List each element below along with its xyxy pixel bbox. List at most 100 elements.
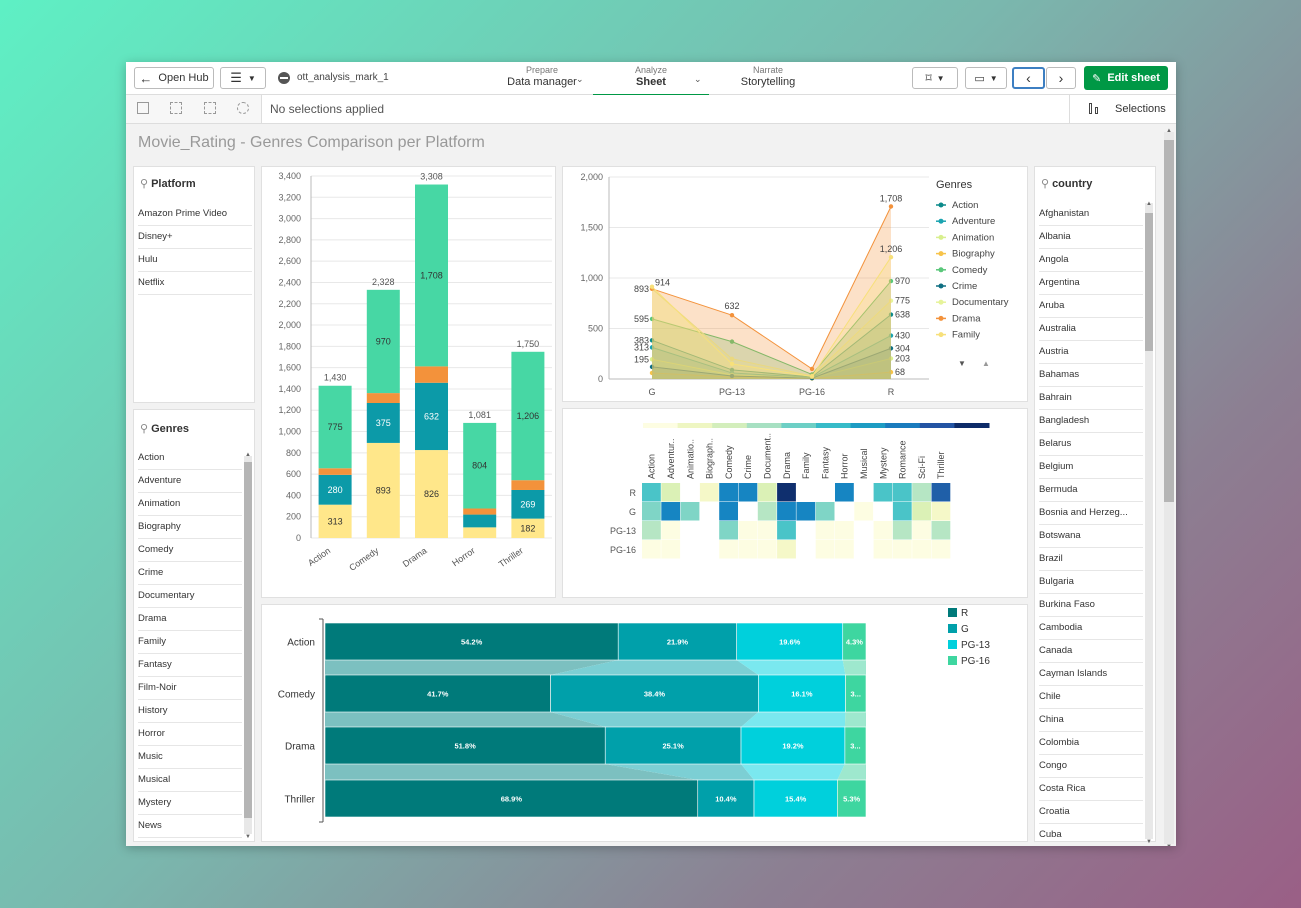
list-item[interactable]: Belarus xyxy=(1039,433,1143,456)
step-forward-icon[interactable] xyxy=(204,102,216,114)
bar-segment[interactable] xyxy=(318,468,352,475)
genres-scroll-thumb[interactable] xyxy=(244,462,252,818)
heatmap-cell[interactable] xyxy=(912,483,931,502)
percent-bar-segment[interactable] xyxy=(550,674,759,713)
list-item[interactable]: Music xyxy=(138,746,242,769)
data-point[interactable] xyxy=(729,339,735,344)
heatmap-cell[interactable] xyxy=(873,521,893,540)
data-point[interactable] xyxy=(729,356,735,361)
heatmap-cell[interactable] xyxy=(931,483,951,502)
heatmap-cell[interactable] xyxy=(835,483,854,502)
heatmap-cell[interactable] xyxy=(931,502,951,521)
list-item[interactable]: Mystery xyxy=(138,792,242,815)
heatmap-chart[interactable]: Action Adventur.. Animatio.. Biograph.. Come… xyxy=(563,409,1027,597)
heatmap-cell[interactable] xyxy=(777,483,796,502)
bar-segment[interactable] xyxy=(511,480,545,490)
bar-segment[interactable] xyxy=(463,422,497,509)
list-item[interactable]: Canada xyxy=(1039,640,1143,663)
heatmap-cell[interactable] xyxy=(738,540,758,559)
data-point[interactable] xyxy=(649,364,655,370)
scroll-down-icon[interactable]: ▼ xyxy=(245,834,251,840)
data-point[interactable] xyxy=(888,278,894,284)
percent-bar-chart[interactable]: Action 54.2% 21.9% 19.6% 4.3% Comedy 41.7% 38.4… xyxy=(262,605,1027,841)
data-point[interactable] xyxy=(888,346,894,351)
data-point[interactable] xyxy=(888,298,894,303)
percent-bar-segment[interactable] xyxy=(617,622,738,661)
list-item[interactable]: Cambodia xyxy=(1039,617,1143,640)
heatmap-cell[interactable] xyxy=(912,521,931,540)
selections-button[interactable]: Selections xyxy=(1069,95,1176,123)
bar-segment[interactable] xyxy=(511,489,545,519)
percent-bar-segment[interactable] xyxy=(736,622,844,661)
data-point[interactable] xyxy=(729,373,735,379)
data-point[interactable] xyxy=(729,367,735,373)
list-item[interactable]: Brazil xyxy=(1039,548,1143,571)
legend-scroll-up-icon[interactable]: ▲ xyxy=(982,359,990,368)
percent-bar-segment[interactable] xyxy=(697,779,755,818)
heatmap-cell[interactable] xyxy=(642,483,661,502)
legend-item[interactable]: Action xyxy=(952,200,978,211)
previous-sheet-button[interactable]: ‹ xyxy=(1012,67,1045,89)
data-point[interactable] xyxy=(729,361,735,367)
list-item[interactable]: Drama xyxy=(138,608,242,631)
list-item[interactable]: Cuba xyxy=(1039,824,1143,846)
heatmap-cell[interactable] xyxy=(892,540,912,559)
percent-bar-segment[interactable] xyxy=(845,674,867,713)
scroll-up-icon[interactable]: ▲ xyxy=(245,452,251,458)
country-scroll-thumb[interactable] xyxy=(1145,213,1153,351)
legend-item[interactable]: Animation xyxy=(952,232,994,243)
list-item[interactable]: Burkina Faso xyxy=(1039,594,1143,617)
legend-item[interactable]: R xyxy=(961,608,968,619)
chevron-down-icon[interactable]: ⌄ xyxy=(576,74,584,84)
list-item[interactable]: Bulgaria xyxy=(1039,571,1143,594)
sheet-scroll-thumb[interactable] xyxy=(1164,140,1174,502)
heatmap-cell[interactable] xyxy=(719,502,738,521)
heatmap-cell[interactable] xyxy=(815,502,835,521)
data-point[interactable] xyxy=(888,356,894,361)
list-item[interactable]: Australia xyxy=(1039,318,1143,341)
heatmap-cell[interactable] xyxy=(661,540,681,559)
edit-sheet-button[interactable]: ✎ Edit sheet xyxy=(1084,66,1168,90)
list-item[interactable]: Fantasy xyxy=(138,654,242,677)
data-point[interactable] xyxy=(649,345,655,350)
data-point[interactable] xyxy=(649,370,655,376)
legend-item[interactable]: Family xyxy=(952,330,980,341)
list-item[interactable]: Animation xyxy=(138,493,242,516)
legend-item[interactable]: Adventure xyxy=(952,216,995,227)
bar-segment[interactable] xyxy=(511,518,545,538)
list-item[interactable]: Action xyxy=(138,447,242,470)
list-item[interactable]: Crime xyxy=(138,562,242,585)
percent-bar-segment[interactable] xyxy=(837,779,867,818)
bar-segment[interactable] xyxy=(318,474,352,505)
bar-segment[interactable] xyxy=(463,508,497,515)
heatmap-cell[interactable] xyxy=(892,521,912,540)
bar-segment[interactable] xyxy=(463,514,497,528)
heatmap-cell[interactable] xyxy=(661,483,681,502)
data-point[interactable] xyxy=(649,338,655,343)
legend-item[interactable]: Documentary xyxy=(952,297,1009,308)
heatmap-cell[interactable] xyxy=(738,521,758,540)
list-item[interactable]: Film-Noir xyxy=(138,677,242,700)
bar-segment[interactable] xyxy=(366,402,400,443)
list-item[interactable]: Chile xyxy=(1039,686,1143,709)
percent-bar-segment[interactable] xyxy=(324,674,551,713)
heatmap-cell[interactable] xyxy=(815,540,835,559)
list-item[interactable]: Horror xyxy=(138,723,242,746)
heatmap-cell[interactable] xyxy=(892,502,912,521)
heatmap-cell[interactable] xyxy=(757,540,777,559)
list-item[interactable]: Hulu xyxy=(138,249,252,272)
bar-segment[interactable] xyxy=(463,527,497,538)
scroll-down-icon[interactable]: ▼ xyxy=(1166,844,1172,846)
data-point[interactable] xyxy=(809,366,815,372)
bar-segment[interactable] xyxy=(318,385,352,469)
data-point[interactable] xyxy=(649,284,655,289)
data-point[interactable] xyxy=(888,254,894,260)
list-item[interactable]: Angola xyxy=(1039,249,1143,272)
list-item[interactable]: Bahrain xyxy=(1039,387,1143,410)
list-item[interactable]: History xyxy=(138,700,242,723)
heatmap-cell[interactable] xyxy=(699,483,719,502)
heatmap-cell[interactable] xyxy=(873,483,893,502)
heatmap-cell[interactable] xyxy=(912,540,931,559)
heatmap-cell[interactable] xyxy=(757,483,777,502)
heatmap-cell[interactable] xyxy=(835,521,854,540)
